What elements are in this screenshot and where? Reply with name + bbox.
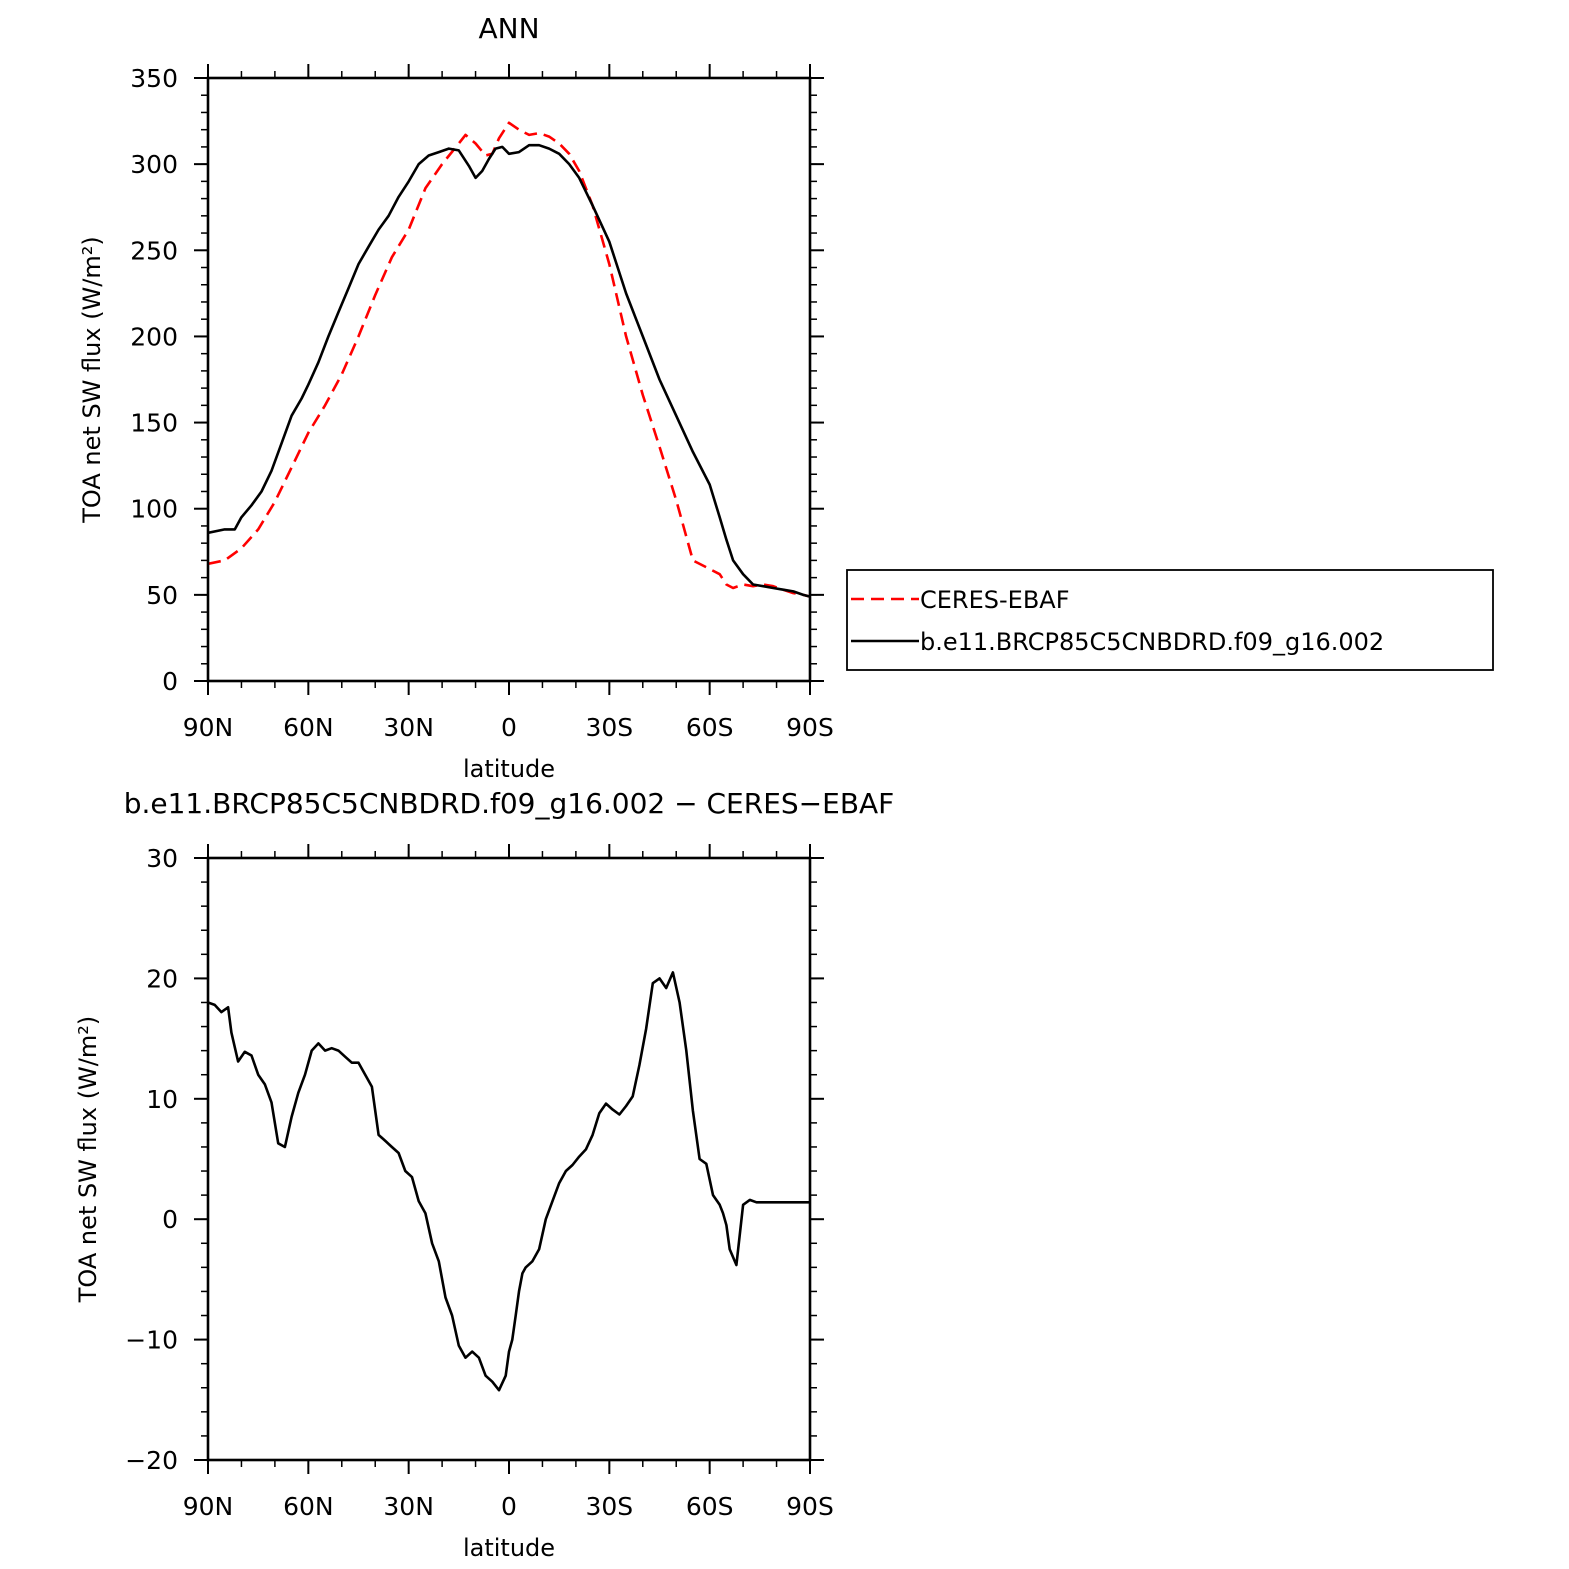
x-tick-label: 0 — [501, 1492, 517, 1521]
legend-box — [846, 569, 1494, 671]
y-tick-label: 200 — [130, 322, 178, 351]
x-tick-label: 60N — [283, 1492, 334, 1521]
x-tick-label: 90N — [183, 713, 234, 742]
y-tick-label: 350 — [130, 64, 178, 93]
y-axis-label: TOA net SW flux (W/m²) — [74, 1016, 102, 1304]
legend-label-0: CERES-EBAF — [920, 586, 1070, 614]
top-panel: ANN latitude TOA net SW flux (W/m²) 90N 60N 3… — [78, 12, 1494, 783]
y-tick-label: 0 — [162, 1205, 178, 1234]
x-tick-label: 60S — [686, 1492, 734, 1521]
series-line-1 — [208, 143, 810, 598]
y-tick-label: −20 — [125, 1446, 178, 1475]
x-tick-label: 30N — [383, 1492, 434, 1521]
x-tick-label: 30S — [585, 1492, 633, 1521]
legend: CERES-EBAF b.e11.BRCP85C5CNBDRD.f09_g16.0… — [846, 569, 1494, 671]
y-axis-label: TOA net SW flux (W/m²) — [78, 236, 106, 524]
y-tick-label: 150 — [130, 409, 178, 438]
x-tick-label: 90S — [786, 1492, 834, 1521]
x-tick-label: 90N — [183, 1492, 234, 1521]
y-tick-label: 250 — [130, 236, 178, 265]
x-axis-label: latitude — [463, 755, 555, 783]
chart-title: b.e11.BRCP85C5CNBDRD.f09_g16.002 − CERES… — [124, 787, 895, 820]
y-tick-label: −10 — [125, 1326, 178, 1355]
x-tick-label: 0 — [501, 713, 517, 742]
x-tick-label: 30N — [383, 713, 434, 742]
legend-label-1: b.e11.BRCP85C5CNBDRD.f09_g16.002 — [920, 628, 1384, 656]
x-tick-label: 30S — [585, 713, 633, 742]
y-tick-label: 50 — [146, 581, 178, 610]
x-axis-label: latitude — [463, 1534, 555, 1562]
series-line-0 — [208, 121, 810, 598]
x-tick-label: 60S — [686, 713, 734, 742]
y-tick-label: 30 — [146, 844, 178, 873]
y-tick-label: 20 — [146, 964, 178, 993]
series-line-0 — [208, 971, 810, 1392]
y-tick-label: 10 — [146, 1085, 178, 1114]
y-tick-label: 100 — [130, 495, 178, 524]
bottom-panel: b.e11.BRCP85C5CNBDRD.f09_g16.002 − CERES… — [74, 787, 894, 1562]
plot-frame — [206, 856, 812, 1462]
chart-title: ANN — [478, 12, 539, 45]
x-tick-label: 90S — [786, 713, 834, 742]
y-tick-label: 300 — [130, 150, 178, 179]
x-tick-label: 60N — [283, 713, 334, 742]
plot-frame — [206, 76, 812, 683]
y-tick-label: 0 — [162, 667, 178, 696]
